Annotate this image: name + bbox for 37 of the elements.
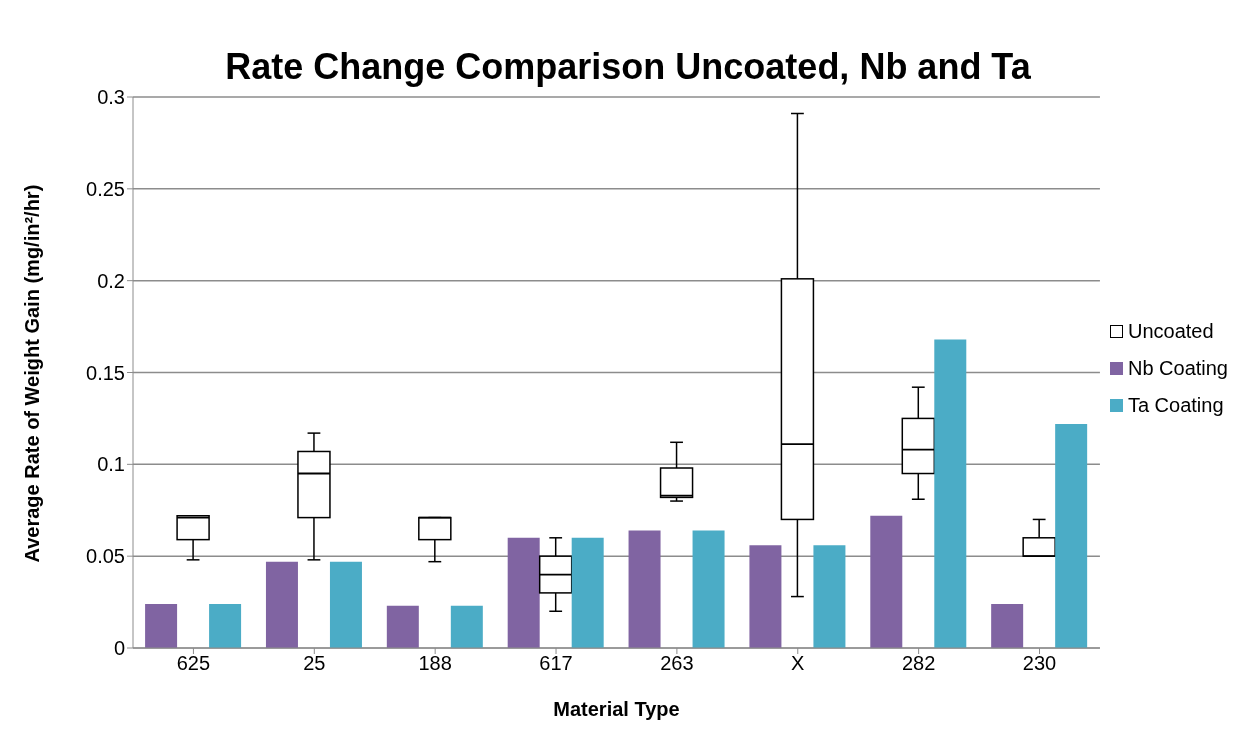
bar <box>991 603 1024 648</box>
x-tick-label: 625 <box>176 652 211 675</box>
bar <box>571 537 604 648</box>
x-tick-label: 282 <box>901 652 936 675</box>
y-tick-label: 0.3 <box>97 86 125 109</box>
legend-label: Uncoated <box>1127 319 1214 343</box>
bar <box>386 605 419 648</box>
y-tick-label: 0 <box>113 637 125 660</box>
bar <box>870 515 903 648</box>
bar <box>329 561 362 648</box>
bar <box>934 339 967 648</box>
bar <box>209 603 242 648</box>
bar <box>450 605 483 648</box>
y-tick-label: 0.05 <box>86 545 125 568</box>
y-tick-label: 0.1 <box>97 453 125 476</box>
x-tick-label: 25 <box>303 652 326 675</box>
y-tick-label: 0.25 <box>86 177 125 200</box>
bar <box>692 530 725 648</box>
x-tick-label: X <box>791 652 805 675</box>
y-tick-label: 0.15 <box>86 361 125 384</box>
bar <box>507 537 540 648</box>
bar <box>749 545 782 648</box>
legend-label: Ta Coating <box>1127 393 1224 417</box>
x-tick-label: 188 <box>418 652 452 675</box>
bar <box>628 530 661 648</box>
x-tick-label: 617 <box>539 652 573 675</box>
y-axis-title: Average Rate of Weight Gain (mg/in²/hr) <box>21 184 44 563</box>
x-tick-label: 263 <box>660 652 694 675</box>
bar <box>265 561 298 648</box>
y-tick-label: 0.2 <box>97 269 125 292</box>
legend-label: Nb Coating <box>1127 356 1228 380</box>
bar <box>813 545 846 648</box>
bar <box>1055 423 1088 648</box>
bar <box>145 603 178 648</box>
chart-title: Rate Change Comparison Uncoated, Nb and Ta <box>224 46 1032 88</box>
x-axis-title: Material Type <box>553 698 680 720</box>
x-tick-label: 230 <box>1022 652 1057 675</box>
